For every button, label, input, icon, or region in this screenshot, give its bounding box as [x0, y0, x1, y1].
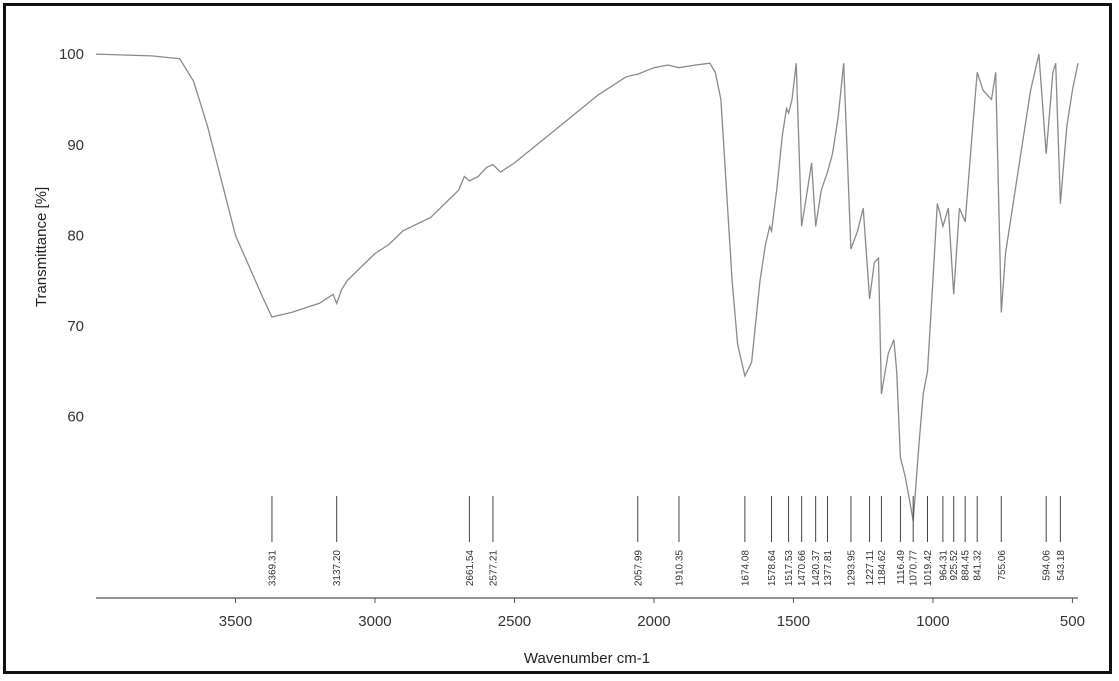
peak-label: 841.32	[973, 550, 984, 581]
peak-label: 543.18	[1056, 550, 1067, 581]
y-tick-label: 70	[67, 318, 84, 335]
y-tick-label: 80	[67, 227, 84, 244]
x-tick-label: 3500	[219, 613, 252, 630]
x-axis-title: Wavenumber cm-1	[524, 650, 650, 667]
peak-label: 3137.20	[332, 550, 343, 587]
x-tick-label: 1500	[777, 613, 810, 630]
peak-label: 884.45	[961, 550, 972, 581]
y-tick-label: 60	[67, 409, 84, 426]
y-tick-label: 90	[67, 137, 84, 154]
peak-label: 964.31	[938, 550, 949, 581]
x-tick-label: 1000	[916, 613, 949, 630]
y-axis-ticks: 100 90 80 70 60	[59, 46, 84, 426]
peak-label: 1070.77	[909, 550, 920, 587]
peak-label: 1517.53	[784, 550, 795, 587]
peak-label: 1184.62	[877, 550, 888, 586]
transmittance-series-line	[95, 53, 1079, 522]
y-tick-label: 100	[59, 46, 84, 63]
peak-label: 1470.66	[797, 550, 808, 587]
x-tick-label: 2500	[498, 613, 531, 630]
x-axis-ticks: 3500 3000 2500 2000 1500 1000 500	[219, 598, 1085, 630]
figure-frame: 3500 3000 2500 2000 1500 1000 500 100 90 80 70 60 …	[3, 3, 1112, 674]
peak-label: 594.06	[1042, 550, 1053, 581]
peak-label: 2661.54	[465, 550, 476, 587]
peak-label: 755.06	[997, 550, 1008, 581]
ir-spectrum-chart: 3500 3000 2500 2000 1500 1000 500 10090807060 …	[33, 46, 1085, 667]
peak-label: 1377.81	[823, 550, 834, 587]
x-tick-label: 2000	[637, 613, 670, 630]
peak-label: 2577.21	[488, 550, 499, 587]
peak-label: 1910.35	[675, 550, 686, 587]
peak-label: 1293.95	[846, 550, 857, 587]
peak-markers: 3369.31 3137.20 2661.54 2577.21 2057.99 1910.…	[267, 496, 1067, 586]
peak-label: 1674.08	[740, 550, 751, 587]
peak-label: 1227.11	[865, 550, 876, 586]
peak-label: 925.52	[949, 550, 960, 581]
x-tick-label: 500	[1060, 613, 1085, 630]
y-axis-title: Transmittance [%]	[33, 187, 50, 307]
peak-label: 1578.64	[767, 550, 778, 587]
x-tick-label: 3000	[358, 613, 391, 630]
peak-label: 1019.42	[923, 550, 934, 587]
peak-label: 1420.37	[811, 550, 822, 587]
peak-label: 2057.99	[633, 550, 644, 587]
peak-label: 3369.31	[267, 550, 278, 587]
peak-label: 1116.49	[896, 550, 907, 585]
